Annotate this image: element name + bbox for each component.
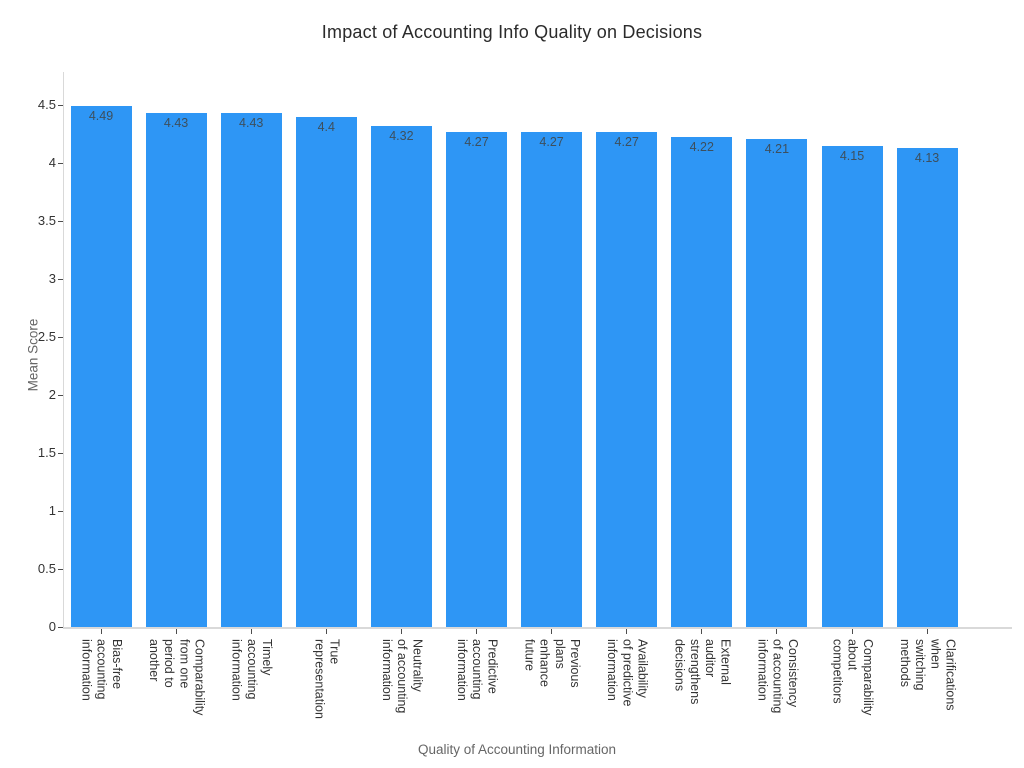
bar: 4.22 xyxy=(671,137,733,627)
y-tick-mark xyxy=(58,626,63,628)
x-tick-mark xyxy=(851,629,853,634)
y-tick-label: 4 xyxy=(48,155,56,170)
x-category-label: External auditor strengthens decisions xyxy=(672,639,733,705)
x-category-label: Bias-free accounting information xyxy=(79,639,124,701)
bar: 4.27 xyxy=(596,132,658,627)
y-tick-label: 1 xyxy=(48,503,56,518)
y-tick-label: 3.5 xyxy=(37,213,56,228)
bar-value-label: 4.4 xyxy=(317,120,335,134)
bar-value-label: 4.22 xyxy=(689,140,714,154)
bar-value-label: 4.27 xyxy=(539,135,564,149)
bar-value-label: 4.32 xyxy=(389,129,414,143)
bar: 4.15 xyxy=(821,146,883,627)
bar-value-label: 4.15 xyxy=(839,149,865,163)
y-tick-mark xyxy=(58,510,63,512)
x-category-label: Comparability about competitors xyxy=(830,639,875,716)
bar: 4.21 xyxy=(746,139,808,627)
x-tick-mark xyxy=(100,629,102,634)
bar: 4.13 xyxy=(896,148,958,627)
y-tick-label: 0.5 xyxy=(37,561,56,576)
y-tick-mark xyxy=(58,104,63,106)
y-axis-line xyxy=(63,72,64,628)
bar-value-label: 4.49 xyxy=(88,109,114,123)
y-tick-mark xyxy=(58,452,63,454)
x-axis-title: Quality of Accounting Information xyxy=(417,742,617,757)
bar: 4.27 xyxy=(521,132,583,627)
y-tick-label: 4.5 xyxy=(37,97,56,112)
x-category-label: Previous plans enhance future xyxy=(522,639,583,688)
y-axis-title: Mean Score xyxy=(25,318,41,392)
bar-value-label: 4.27 xyxy=(614,135,639,149)
x-category-label: Clarifications when switching methods xyxy=(897,639,958,711)
bar: 4.27 xyxy=(446,132,507,627)
bar: 4.43 xyxy=(145,113,207,627)
y-tick-mark xyxy=(58,568,63,570)
x-category-label: Comparability from one period to another xyxy=(146,639,207,716)
y-tick-mark xyxy=(58,394,63,396)
x-tick-mark xyxy=(325,629,327,634)
x-tick-mark xyxy=(400,629,402,634)
chart-title: Impact of Accounting Info Quality on Dec… xyxy=(321,22,703,42)
x-tick-mark xyxy=(926,629,928,634)
x-category-label: Predictive accounting information xyxy=(454,639,500,701)
bar-value-label: 4.43 xyxy=(239,116,264,130)
x-tick-mark xyxy=(175,629,177,634)
x-tick-mark xyxy=(250,629,252,634)
x-category-label: Neutrality of accounting information xyxy=(379,639,425,714)
y-tick-mark xyxy=(58,162,63,164)
bar-value-label: 4.43 xyxy=(163,116,189,130)
x-category-label: Timely accounting information xyxy=(229,639,275,701)
bar-value-label: 4.27 xyxy=(464,135,489,149)
x-category-label: True representation xyxy=(312,639,342,719)
x-axis-line xyxy=(63,627,1012,629)
bar-value-label: 4.13 xyxy=(914,151,940,165)
bar: 4.43 xyxy=(220,113,282,627)
x-tick-mark xyxy=(626,629,628,634)
y-tick-label: 1.5 xyxy=(37,445,56,460)
x-tick-mark xyxy=(776,629,778,634)
y-tick-label: 3 xyxy=(48,271,56,286)
y-tick-label: 2.5 xyxy=(37,329,56,344)
bar-value-label: 4.21 xyxy=(764,142,790,156)
bar: 4.4 xyxy=(295,117,357,627)
x-tick-mark xyxy=(701,629,703,634)
x-tick-mark xyxy=(551,629,553,634)
x-category-label: Consistency of accounting information xyxy=(755,639,800,714)
y-tick-mark xyxy=(58,336,63,338)
bar: 4.49 xyxy=(70,106,132,627)
bar: 4.32 xyxy=(370,126,432,627)
x-category-label: Availability of predictive information xyxy=(605,639,650,707)
y-tick-mark xyxy=(58,278,63,280)
y-tick-label: 2 xyxy=(48,387,56,402)
x-tick-mark xyxy=(476,629,477,634)
y-tick-mark xyxy=(58,220,63,222)
y-tick-label: 0 xyxy=(48,619,56,634)
